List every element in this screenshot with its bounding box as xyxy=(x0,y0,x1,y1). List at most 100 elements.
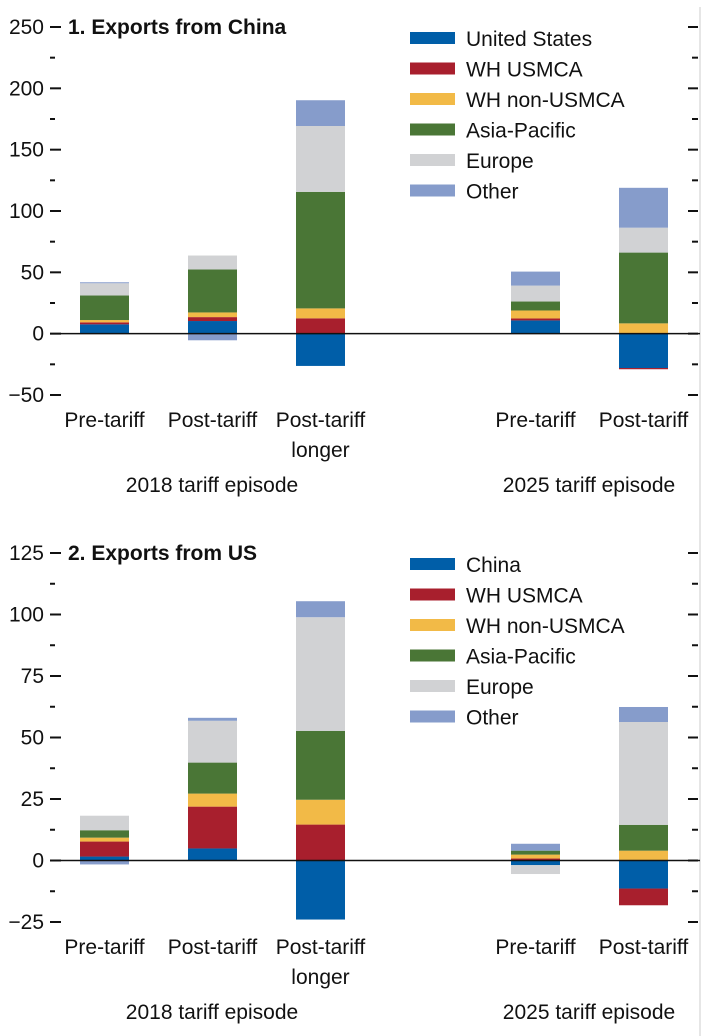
legend-swatch xyxy=(410,154,455,166)
bar-segment-wh-usmca xyxy=(188,806,237,849)
bar-segment-asia-pacific xyxy=(296,191,345,309)
bar-segment-europe xyxy=(188,255,237,270)
bar-segment-asia-pacific xyxy=(511,850,560,855)
legend-label: WH USMCA xyxy=(466,585,583,608)
legend-swatch xyxy=(410,123,455,136)
category-label: Pre-tariff xyxy=(495,936,575,959)
legend-swatch xyxy=(410,619,455,631)
bar-segment-asia-pacific xyxy=(80,295,129,321)
chart-title: 2. Exports from US xyxy=(68,542,257,565)
legend-swatch xyxy=(410,93,455,105)
bar-segment-china xyxy=(619,860,668,889)
bar-segment-other xyxy=(296,601,345,618)
legend: United States WH USMCA WH non-USMCA Asia-Pa… xyxy=(410,28,625,204)
category-label: Pre-tariff xyxy=(64,409,144,432)
y-tick-label: 0 xyxy=(32,850,44,873)
y-tick-label: 100 xyxy=(9,604,44,627)
chart-2: −25 0 25 50 75 100 125 2. Exports from US Pre-ta… xyxy=(8,533,701,1036)
bar-segment-wh-usmca xyxy=(80,841,129,857)
bar-segment-europe xyxy=(296,617,345,731)
legend-label: Europe xyxy=(466,676,534,699)
bar-segment-wh-non-usmca xyxy=(188,312,237,318)
bar-segment-wh-non-usmca xyxy=(619,850,668,861)
category-label: Pre-tariff xyxy=(64,936,144,959)
bar-segment-united-states xyxy=(188,321,237,334)
bar-segment-wh-usmca xyxy=(511,318,560,321)
legend-label: United States xyxy=(466,28,592,51)
legend-label: Other xyxy=(466,181,519,204)
bar-segment-united-states xyxy=(619,333,668,369)
legend-swatch xyxy=(410,32,455,44)
bar-segment-asia-pacific xyxy=(188,762,237,794)
category-label: Post-tariff xyxy=(276,936,366,959)
y-tick-label: 200 xyxy=(9,77,44,100)
bar-segment-other xyxy=(511,271,560,286)
bar-segment-europe xyxy=(511,285,560,302)
bar-segment-wh-usmca xyxy=(619,368,668,370)
category-label: longer xyxy=(291,439,349,462)
chart-title: 1. Exports from China xyxy=(68,16,287,39)
bar-segment-china xyxy=(296,860,345,920)
bar-segment-europe xyxy=(296,125,345,192)
legend-swatch xyxy=(410,588,455,601)
bar-segment-wh-usmca xyxy=(296,824,345,861)
legend-label: China xyxy=(466,554,521,577)
bar-segment-other xyxy=(619,187,668,228)
legend-label: WH non-USMCA xyxy=(466,89,625,112)
bar-segment-europe xyxy=(188,720,237,763)
bar-segment-united-states xyxy=(511,320,560,334)
episode-label: 2018 tariff episode xyxy=(126,474,298,497)
bar-segment-other xyxy=(188,717,237,721)
y-tick-label: 125 xyxy=(9,542,44,565)
bar-segment-china xyxy=(80,856,129,861)
bar-segment-wh-non-usmca xyxy=(511,854,560,859)
bar-segment-wh-non-usmca xyxy=(296,799,345,825)
bar-segment-wh-non-usmca xyxy=(188,793,237,807)
category-label: Post-tariff xyxy=(599,409,689,432)
legend-label: Asia-Pacific xyxy=(466,646,576,669)
legend-swatch xyxy=(410,710,455,723)
legend-label: Europe xyxy=(466,150,534,173)
bar-segment-united-states xyxy=(80,324,129,334)
category-label: Post-tariff xyxy=(168,409,258,432)
category-label: Pre-tariff xyxy=(495,409,575,432)
category-label: Post-tariff xyxy=(599,936,689,959)
legend-swatch xyxy=(410,62,455,75)
y-tick-label: 75 xyxy=(21,665,44,688)
y-tick-label: 25 xyxy=(21,788,44,811)
legend-label: Other xyxy=(466,707,519,730)
bar-segment-wh-usmca xyxy=(188,317,237,322)
bar-segment-wh-usmca xyxy=(619,888,668,906)
bar-segment-other xyxy=(511,843,560,851)
bar-segment-other xyxy=(619,706,668,723)
bar-segment-wh-non-usmca xyxy=(80,837,129,842)
legend-swatch xyxy=(410,558,455,570)
y-tick-label: −25 xyxy=(8,911,44,934)
y-tick-label: 150 xyxy=(9,139,44,162)
legend-swatch xyxy=(410,184,455,197)
legend-swatch xyxy=(410,680,455,692)
category-label: Post-tariff xyxy=(168,936,258,959)
bar-segment-asia-pacific xyxy=(511,301,560,311)
category-label: Post-tariff xyxy=(276,409,366,432)
bar-segment-wh-non-usmca xyxy=(296,308,345,319)
episode-label: 2025 tariff episode xyxy=(503,474,675,497)
bar-segment-wh-non-usmca xyxy=(80,320,129,323)
y-tick-label: 50 xyxy=(21,727,44,750)
bar-segment-wh-usmca xyxy=(511,858,560,861)
legend-label: WH USMCA xyxy=(466,59,583,82)
bar-segment-wh-usmca xyxy=(296,318,345,334)
bar-segment-europe xyxy=(619,722,668,825)
legend-label: WH non-USMCA xyxy=(466,615,625,638)
bar-segment-china xyxy=(188,848,237,861)
bar-segment-europe xyxy=(80,815,129,831)
episode-label: 2018 tariff episode xyxy=(126,1001,298,1024)
bar-segment-other xyxy=(188,333,237,341)
bar-segment-asia-pacific xyxy=(619,252,668,324)
bar-segment-china xyxy=(511,860,560,866)
bar-segment-other xyxy=(80,282,129,284)
bar-segment-united-states xyxy=(296,333,345,366)
legend-label: Asia-Pacific xyxy=(466,120,576,143)
bar-segment-wh-non-usmca xyxy=(619,323,668,334)
